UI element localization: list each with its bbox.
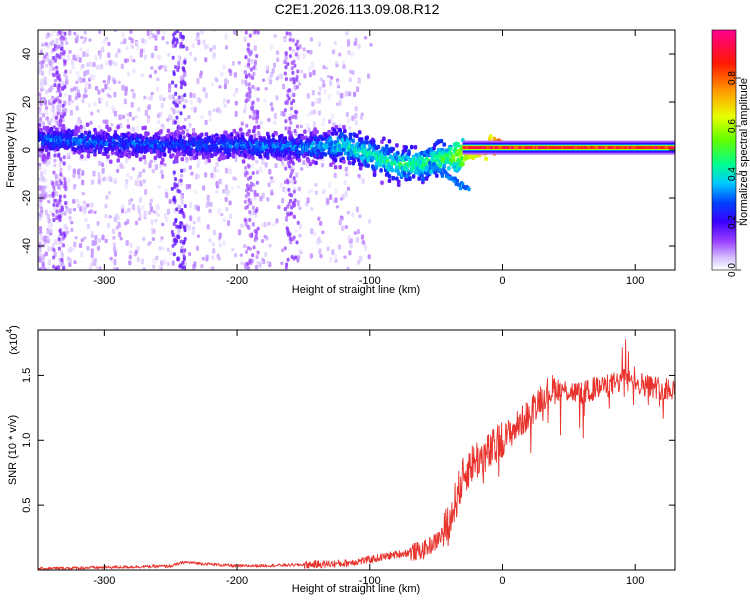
snr-y-tick-label: 0.5 <box>21 497 33 512</box>
spectrogram-y-tick-label: -20 <box>21 190 33 206</box>
colorbar-gradient <box>712 30 736 270</box>
spectrogram-y-ticks: -40 -20 0 20 40 <box>21 48 675 254</box>
colorbar: 0.0 0.2 0.4 0.6 0.8 Normalized spectral ampl… <box>711 29 750 277</box>
svg-text:(x104): (x104) <box>5 325 20 355</box>
snr-y-ticks: 0.5 1.0 1.5 <box>21 368 675 513</box>
spectrogram-y-tick-label: 0 <box>21 147 33 153</box>
colorbar-ticks: 0.0 0.2 0.4 0.6 0.8 <box>727 71 741 277</box>
snr-multiplier-base: (x10 <box>8 333 20 354</box>
spectrogram-x-tick-label: -300 <box>93 275 115 287</box>
spectrogram-x-tick-label: -200 <box>226 275 248 287</box>
snr-plot-area <box>38 330 675 570</box>
snr-panel: -300 -200 -100 0 100 0.5 1.0 1.5 Height of str… <box>5 325 676 595</box>
spectrogram-x-axis-label: Height of straight line (km) <box>292 284 420 296</box>
spectrogram-image <box>38 30 675 270</box>
colorbar-label: Normalized spectral amplitude <box>738 78 750 226</box>
spectrogram-y-axis-label: Frequency (Hz) <box>5 112 17 188</box>
spectrogram-x-tick-label: 100 <box>626 275 644 287</box>
snr-y-axis-label: SNR (10 * v/v) <box>7 415 19 485</box>
spectrogram-y-tick-label: -40 <box>21 238 33 254</box>
colorbar-tick-label: 0.6 <box>727 119 738 133</box>
figure-title: C2E1.2026.113.09.08.R12 <box>275 1 440 17</box>
colorbar-tick-label: 0.4 <box>727 167 738 181</box>
snr-x-tick-label: 100 <box>626 575 644 587</box>
spectrogram-x-ticks: -300 -200 -100 0 100 <box>93 30 644 287</box>
snr-frame <box>37 329 676 571</box>
snr-multiplier-exponent: 4 <box>5 328 14 333</box>
snr-x-tick-label: -100 <box>359 575 381 587</box>
spectrogram-x-tick-label: 0 <box>499 275 505 287</box>
spectrogram-y-tick-label: 20 <box>21 96 33 108</box>
snr-multiplier: (x104) <box>5 325 20 355</box>
snr-series-line <box>38 338 675 570</box>
colorbar-tick-label: 0.2 <box>727 215 738 229</box>
colorbar-tick-label: 0.0 <box>727 263 738 277</box>
colorbar-frame <box>711 29 737 271</box>
spectrogram-y-tick-label: 40 <box>21 48 33 60</box>
snr-x-ticks: -300 -200 -100 0 100 <box>93 330 644 587</box>
snr-x-tick-label: -300 <box>93 575 115 587</box>
snr-x-axis-label: Height of straight line (km) <box>292 583 420 595</box>
snr-y-tick-label: 1.5 <box>21 368 33 383</box>
snr-x-tick-label: -200 <box>226 575 248 587</box>
snr-y-tick-label: 1.0 <box>21 433 33 448</box>
spectrogram-x-tick-label: -100 <box>359 275 381 287</box>
snr-x-tick-label: 0 <box>499 575 505 587</box>
colorbar-tick-label: 0.8 <box>727 71 738 85</box>
